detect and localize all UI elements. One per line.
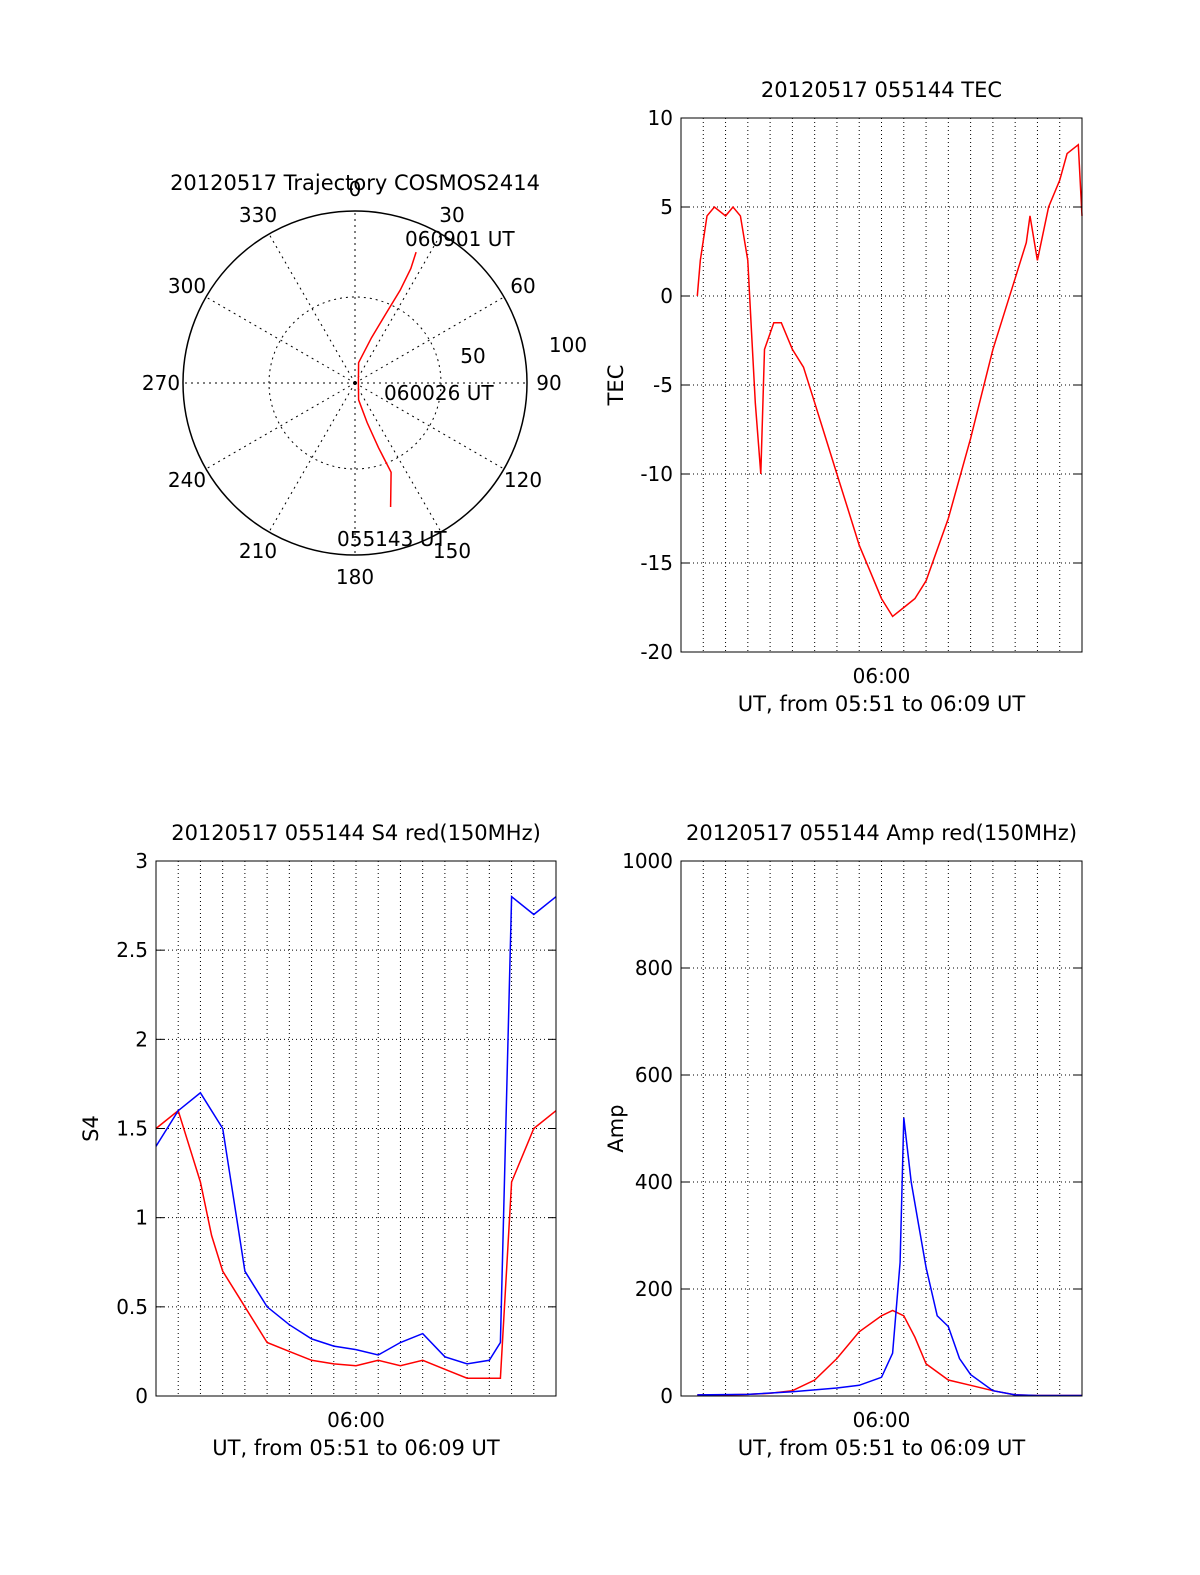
radial-label: 50 [460,344,485,368]
x-tick-label: 06:00 [853,664,911,688]
y-axis-label: S4 [79,1115,103,1142]
y-tick-label: 200 [635,1277,673,1301]
azimuth-label: 300 [168,274,206,298]
y-tick-label: 2 [135,1027,148,1051]
polar-spoke [354,233,442,384]
y-tick-label: -5 [653,373,673,397]
azimuth-label: 180 [336,565,374,589]
azimuth-label: 270 [142,371,180,395]
y-tick-label: 5 [660,195,673,219]
x-axis-label: UT, from 05:51 to 06:09 UT [738,692,1026,716]
y-tick-label: 1000 [622,849,673,873]
y-axis-label: Amp [604,1104,628,1152]
azimuth-label: 150 [433,539,471,563]
y-tick-label: -15 [640,551,673,575]
series-line-blue [155,895,557,1365]
series-line-red [696,143,1083,618]
azimuth-label: 60 [510,274,535,298]
y-tick-label: 0 [135,1384,148,1408]
x-tick-label: 06:00 [853,1408,911,1432]
x-axis-label: UT, from 05:51 to 06:09 UT [212,1436,500,1460]
s4-panel: 0 0.5 1 1.5 2 2.5 3 06:00 UT, from 05:51 to 06:0… [79,821,557,1460]
y-tick-label: 10 [648,106,673,130]
azimuth-label: 90 [536,371,561,395]
plot-frame [680,860,1083,1397]
polar-spoke [268,233,356,384]
y-tick-label: -20 [640,640,673,664]
y-tick-label: -10 [640,462,673,486]
y-tick-label: 2.5 [116,938,148,962]
chart-title: 20120517 Trajectory COSMOS2414 [170,171,540,195]
chart-title: 20120517 055144 Amp red(150MHz) [686,821,1077,845]
amp-panel: 0 200 400 600 800 1000 06:00 UT, from 05:51 to … [604,821,1083,1460]
chart-title: 20120517 055144 TEC [761,78,1002,102]
polar-spoke [205,296,356,384]
azimuth-label: 240 [168,468,206,492]
azimuth-label: 210 [239,539,277,563]
y-axis-label: TEC [604,365,628,407]
y-tick-label: 1 [135,1206,148,1230]
radial-label: 100 [549,333,587,357]
azimuth-label: 0 [349,177,362,201]
trajectory-panel: 0 30 60 90 120 150 180 210 240 270 300 330 50 100 0609… [142,171,587,589]
polar-spoke [205,382,356,470]
y-tick-label: 0 [660,284,673,308]
y-tick-label: 0 [660,1384,673,1408]
azimuth-label: 330 [239,203,277,227]
trajectory-track [357,251,417,508]
time-annotation: 060026 UT [384,381,494,405]
azimuth-label: 120 [504,468,542,492]
polar-boundary [182,210,528,556]
time-annotation: 060901 UT [405,227,515,251]
y-tick-label: 3 [135,849,148,873]
y-tick-label: 0.5 [116,1295,148,1319]
polar-spoke [354,382,442,533]
series-line-blue [697,1117,1082,1397]
chart-title: 20120517 055144 S4 red(150MHz) [171,821,541,845]
series-line-red [155,1109,557,1379]
polar-spoke [268,382,356,533]
tec-panel: -20 -15 -10 -5 0 5 10 06:00 UT, from 05:51 to 06… [604,78,1083,716]
time-annotation: 055143 UT [337,527,447,551]
y-tick-label: 600 [635,1063,673,1087]
x-tick-label: 06:00 [327,1408,385,1432]
y-tick-label: 1.5 [116,1117,148,1141]
series-line-red [697,1309,1082,1397]
azimuth-label: 30 [439,203,464,227]
y-tick-label: 800 [635,956,673,980]
x-axis-label: UT, from 05:51 to 06:09 UT [738,1436,1026,1460]
polar-spoke [354,296,505,384]
y-tick-label: 400 [635,1170,673,1194]
polar-ring [268,296,442,470]
